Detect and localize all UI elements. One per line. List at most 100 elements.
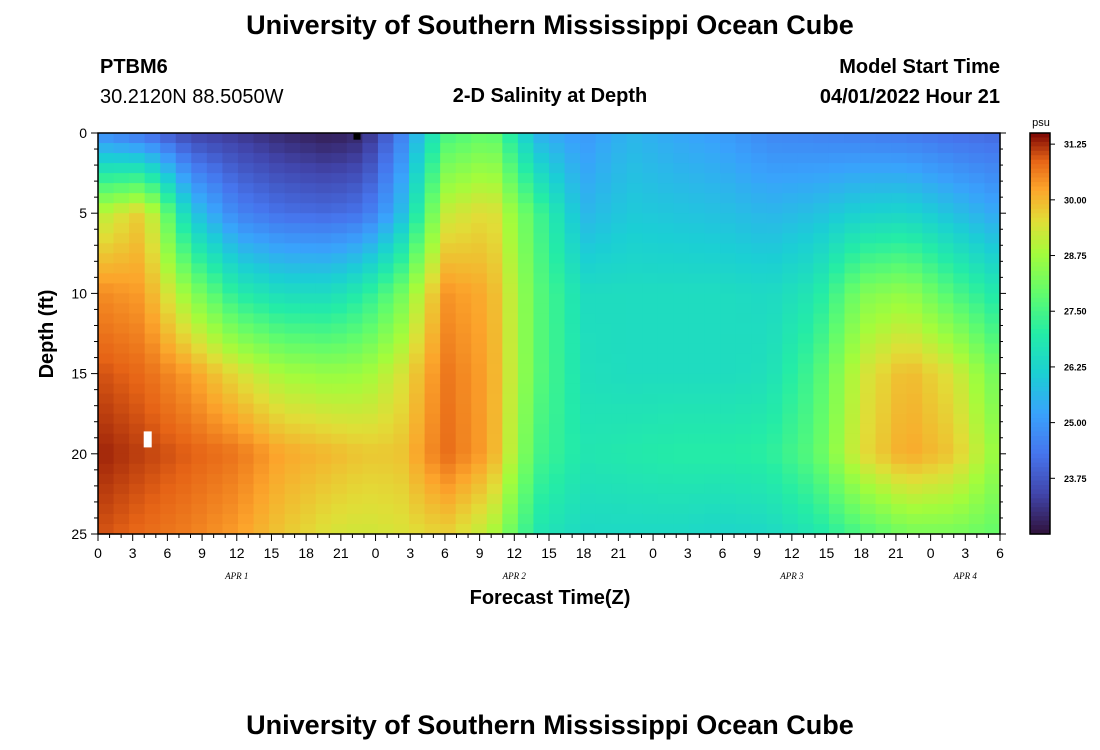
heatmap-cell <box>206 333 224 345</box>
heatmap-cell <box>346 503 363 515</box>
heatmap-cell <box>642 443 659 455</box>
heatmap-cell <box>409 483 426 495</box>
heatmap-cell <box>953 143 970 154</box>
heatmap-cell <box>984 363 1001 375</box>
heatmap-cell <box>735 523 752 535</box>
heatmap-cell <box>129 173 146 184</box>
heatmap-cell <box>657 313 675 325</box>
heatmap-cell <box>860 453 877 465</box>
colorbar-tick-label: 27.50 <box>1064 307 1087 317</box>
heatmap-cell <box>626 433 643 445</box>
heatmap-cell <box>144 173 161 184</box>
heatmap-cell <box>455 303 472 315</box>
heatmap-cell <box>937 413 954 425</box>
colorbar-segment <box>1030 511 1050 517</box>
heatmap-cell <box>549 323 566 335</box>
heatmap-cell <box>424 523 441 535</box>
heatmap-cell <box>362 173 379 184</box>
heatmap-cell <box>626 373 643 385</box>
y-tick-label: 10 <box>71 285 87 301</box>
heatmap-cell <box>766 453 783 465</box>
heatmap-cell <box>284 413 301 425</box>
heatmap-cell <box>533 393 550 405</box>
heatmap-cell <box>937 393 954 405</box>
heatmap-cell <box>953 133 970 144</box>
heatmap-cell <box>766 323 783 335</box>
heatmap-cell <box>160 403 177 415</box>
heatmap-cell <box>611 343 628 355</box>
heatmap-cell <box>424 513 441 525</box>
heatmap-cell <box>549 193 566 204</box>
heatmap-cell <box>860 223 877 234</box>
heatmap-cell <box>642 503 659 515</box>
colorbar-segment <box>1030 280 1050 286</box>
heatmap-cell <box>206 423 224 435</box>
colorbar-segment <box>1030 293 1050 299</box>
heatmap-cell <box>331 523 348 535</box>
heatmap-cell <box>844 423 861 435</box>
heatmap-cell <box>875 373 892 385</box>
heatmap-cell <box>782 453 799 465</box>
heatmap-cell <box>953 253 970 264</box>
heatmap-cell <box>968 373 986 385</box>
heatmap-cell <box>626 523 643 535</box>
heatmap-cell <box>113 393 130 405</box>
heatmap-cell <box>129 363 146 375</box>
heatmap-cell <box>828 313 846 325</box>
heatmap-cell <box>968 153 986 164</box>
heatmap-cell <box>346 233 363 244</box>
heatmap-cell <box>502 523 519 535</box>
heatmap-cell <box>642 363 659 375</box>
heatmap-cell <box>813 233 830 244</box>
heatmap-cell <box>222 213 239 224</box>
heatmap-cell <box>611 433 628 445</box>
colorbar-segment <box>1030 373 1050 379</box>
heatmap-cell <box>237 493 255 505</box>
model-start-label: Model Start Time <box>839 56 1000 78</box>
heatmap-cell <box>704 253 721 264</box>
heatmap-cell <box>98 363 115 375</box>
colorbar-tick-label: 30.00 <box>1064 195 1087 205</box>
heatmap-cell <box>813 313 830 325</box>
colorbar-segment <box>1030 333 1050 339</box>
heatmap-cell <box>704 513 721 525</box>
heatmap-cell <box>673 433 690 445</box>
heatmap-cell <box>844 373 861 385</box>
heatmap-cell <box>160 153 177 164</box>
colorbar-segment <box>1030 471 1050 477</box>
heatmap-cell <box>517 353 535 365</box>
heatmap-cell <box>191 223 208 234</box>
heatmap-cell <box>782 223 799 234</box>
heatmap-cell <box>191 353 208 365</box>
heatmap-cell <box>409 323 426 335</box>
heatmap-cell <box>611 133 628 144</box>
heatmap-cell <box>580 373 597 385</box>
heatmap-cell <box>191 463 208 475</box>
heatmap-cell <box>129 403 146 415</box>
x-tick-label: 21 <box>611 545 627 561</box>
heatmap-cell <box>688 343 706 355</box>
heatmap-cell <box>393 153 410 164</box>
heatmap-cell <box>253 213 270 224</box>
heatmap-cell <box>844 283 861 295</box>
heatmap-cell <box>175 153 192 164</box>
heatmap-cell <box>642 423 659 435</box>
colorbar-unit: psu <box>1032 117 1050 129</box>
heatmap-cell <box>253 393 270 405</box>
heatmap-cell <box>564 433 581 445</box>
heatmap-cell <box>440 383 457 395</box>
heatmap-cell <box>657 363 675 375</box>
heatmap-cell <box>891 133 908 144</box>
heatmap-cell <box>766 313 783 325</box>
heatmap-cell <box>144 303 161 315</box>
heatmap-cell <box>828 243 846 254</box>
heatmap-cell <box>673 273 690 284</box>
heatmap-cell <box>735 403 752 415</box>
heatmap-cell <box>440 233 457 244</box>
heatmap-cell <box>346 363 363 375</box>
heatmap-cell <box>98 453 115 465</box>
heatmap-cell <box>175 433 192 445</box>
heatmap-cell <box>253 263 270 274</box>
heatmap-cell <box>175 393 192 405</box>
heatmap-cell <box>160 353 177 365</box>
